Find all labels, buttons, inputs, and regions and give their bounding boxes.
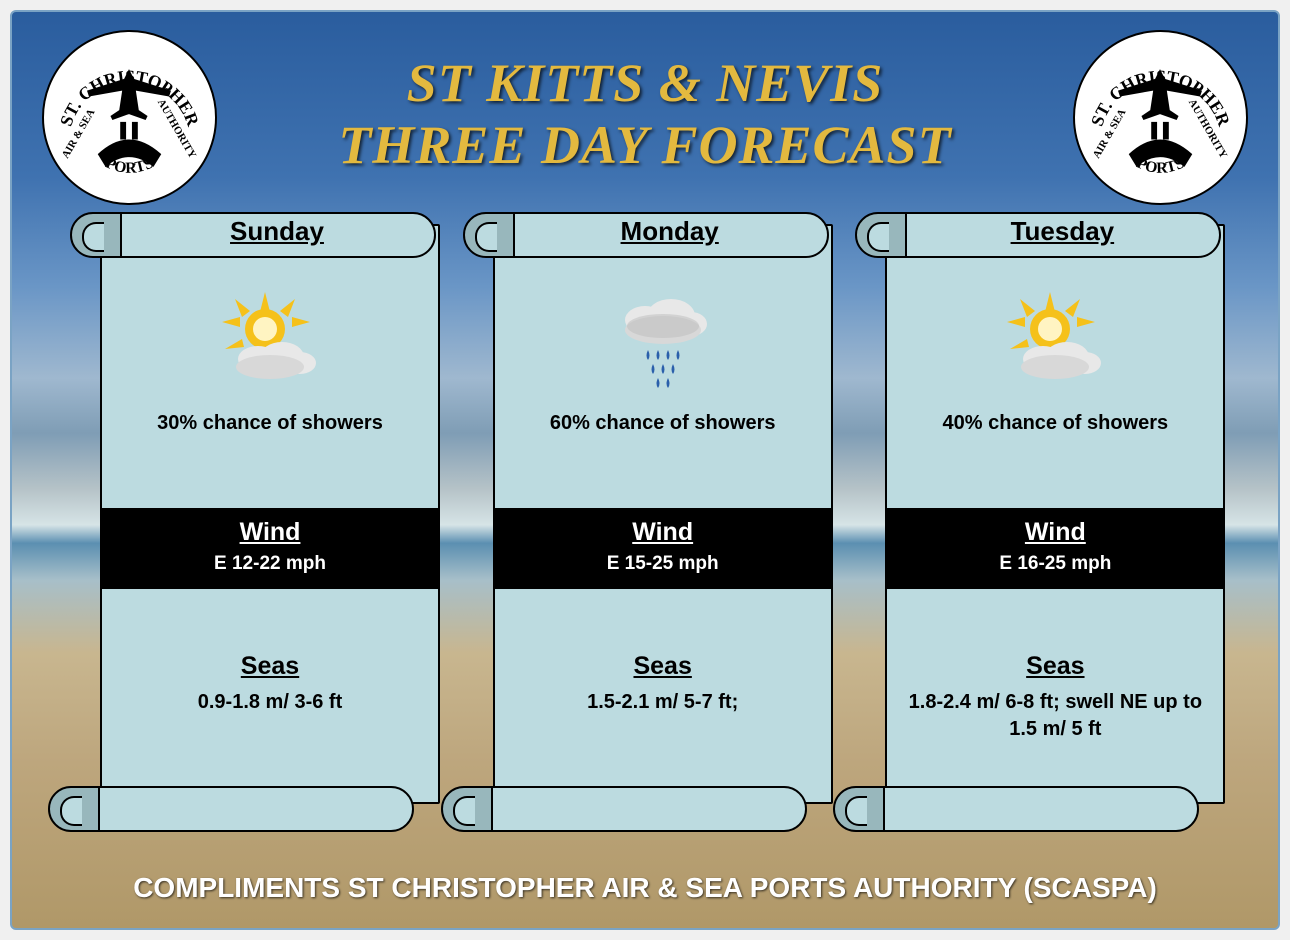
wind-block: Wind E 12-22 mph	[100, 508, 440, 589]
forecast-panel-sunday: Sunday	[72, 212, 433, 832]
wind-value: E 16-25 mph	[893, 553, 1217, 575]
wind-title: Wind	[893, 518, 1217, 547]
forecast-panel-monday: Monday	[465, 212, 826, 832]
weather-icon	[493, 272, 833, 412]
wind-value: E 15-25 mph	[501, 553, 825, 575]
seas-block: Seas 1.8-2.4 m/ 6-8 ft; swell NE up to 1…	[885, 652, 1225, 743]
wind-block: Wind E 15-25 mph	[493, 508, 833, 589]
footer-credit: COMPLIMENTS ST CHRISTOPHER AIR & SEA POR…	[12, 872, 1278, 904]
seas-block: Seas 0.9-1.8 m/ 3-6 ft	[100, 652, 440, 716]
seas-title: Seas	[511, 652, 815, 681]
title: ST KITTS & NEVIS THREE DAY FORECAST	[12, 52, 1278, 176]
day-label: Monday	[515, 216, 825, 247]
day-label: Sunday	[122, 216, 432, 247]
wind-title: Wind	[501, 518, 825, 547]
seas-block: Seas 1.5-2.1 m/ 5-7 ft;	[493, 652, 833, 716]
sun-cloud-icon	[995, 287, 1115, 397]
seas-title: Seas	[118, 652, 422, 681]
weather-icon	[885, 272, 1225, 412]
title-line-1: ST KITTS & NEVIS	[12, 52, 1278, 114]
scroll-bottom	[443, 780, 813, 832]
chance-text: 30% chance of showers	[100, 412, 440, 435]
seas-value: 1.5-2.1 m/ 5-7 ft;	[511, 689, 815, 716]
wind-value: E 12-22 mph	[108, 553, 432, 575]
chance-text: 40% chance of showers	[885, 412, 1225, 435]
sun-cloud-icon	[210, 287, 330, 397]
rain-cloud-icon	[603, 282, 723, 402]
title-line-2: THREE DAY FORECAST	[12, 114, 1278, 176]
scroll-bottom	[835, 780, 1205, 832]
scroll-bottom	[50, 780, 420, 832]
wind-title: Wind	[108, 518, 432, 547]
seas-value: 0.9-1.8 m/ 3-6 ft	[118, 689, 422, 716]
seas-title: Seas	[903, 652, 1207, 681]
seas-value: 1.8-2.4 m/ 6-8 ft; swell NE up to 1.5 m/…	[903, 689, 1207, 743]
forecast-card: ST. CHRISTOPHER PORTS AIR & SEA AUTHORIT…	[10, 10, 1280, 930]
forecast-panels: Sunday	[12, 212, 1278, 832]
weather-icon	[100, 272, 440, 412]
forecast-panel-tuesday: Tuesday	[857, 212, 1218, 832]
chance-text: 60% chance of showers	[493, 412, 833, 435]
wind-block: Wind E 16-25 mph	[885, 508, 1225, 589]
day-label: Tuesday	[907, 216, 1217, 247]
